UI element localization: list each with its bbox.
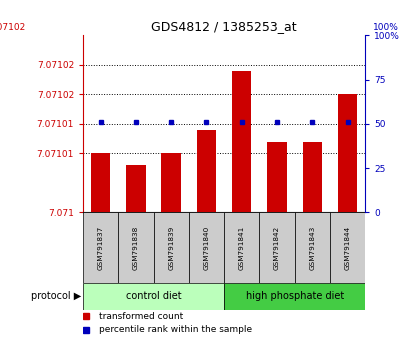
Text: percentile rank within the sample: percentile rank within the sample [98, 325, 251, 334]
Text: GSM791841: GSM791841 [239, 226, 245, 270]
Bar [330, 212, 365, 283]
Bar [126, 165, 146, 212]
Text: GSM791844: GSM791844 [344, 226, 351, 270]
Bar [224, 283, 365, 310]
Text: transformed count: transformed count [98, 312, 183, 321]
Bar [161, 153, 181, 212]
Text: GSM791839: GSM791839 [168, 226, 174, 270]
Bar [303, 142, 322, 212]
Bar [295, 212, 330, 283]
Bar [224, 212, 259, 283]
Text: GSM791843: GSM791843 [309, 226, 315, 270]
Title: GDS4812 / 1385253_at: GDS4812 / 1385253_at [151, 20, 297, 33]
Text: GSM791837: GSM791837 [98, 226, 104, 270]
Bar [338, 95, 357, 212]
Bar [197, 130, 216, 212]
Bar [267, 142, 287, 212]
Bar [232, 71, 251, 212]
Bar [189, 212, 224, 283]
Bar [91, 153, 110, 212]
Bar [83, 283, 224, 310]
Text: protocol ▶: protocol ▶ [31, 291, 81, 302]
Text: GSM791838: GSM791838 [133, 226, 139, 270]
Bar [118, 212, 154, 283]
Bar [154, 212, 189, 283]
Bar [83, 212, 118, 283]
Text: 7.07102: 7.07102 [0, 23, 25, 32]
Text: control diet: control diet [126, 291, 181, 302]
Text: high phosphate diet: high phosphate diet [246, 291, 344, 302]
Text: GSM791842: GSM791842 [274, 226, 280, 270]
Text: GSM791840: GSM791840 [203, 226, 210, 270]
Bar [259, 212, 295, 283]
Text: 100%: 100% [373, 23, 399, 32]
